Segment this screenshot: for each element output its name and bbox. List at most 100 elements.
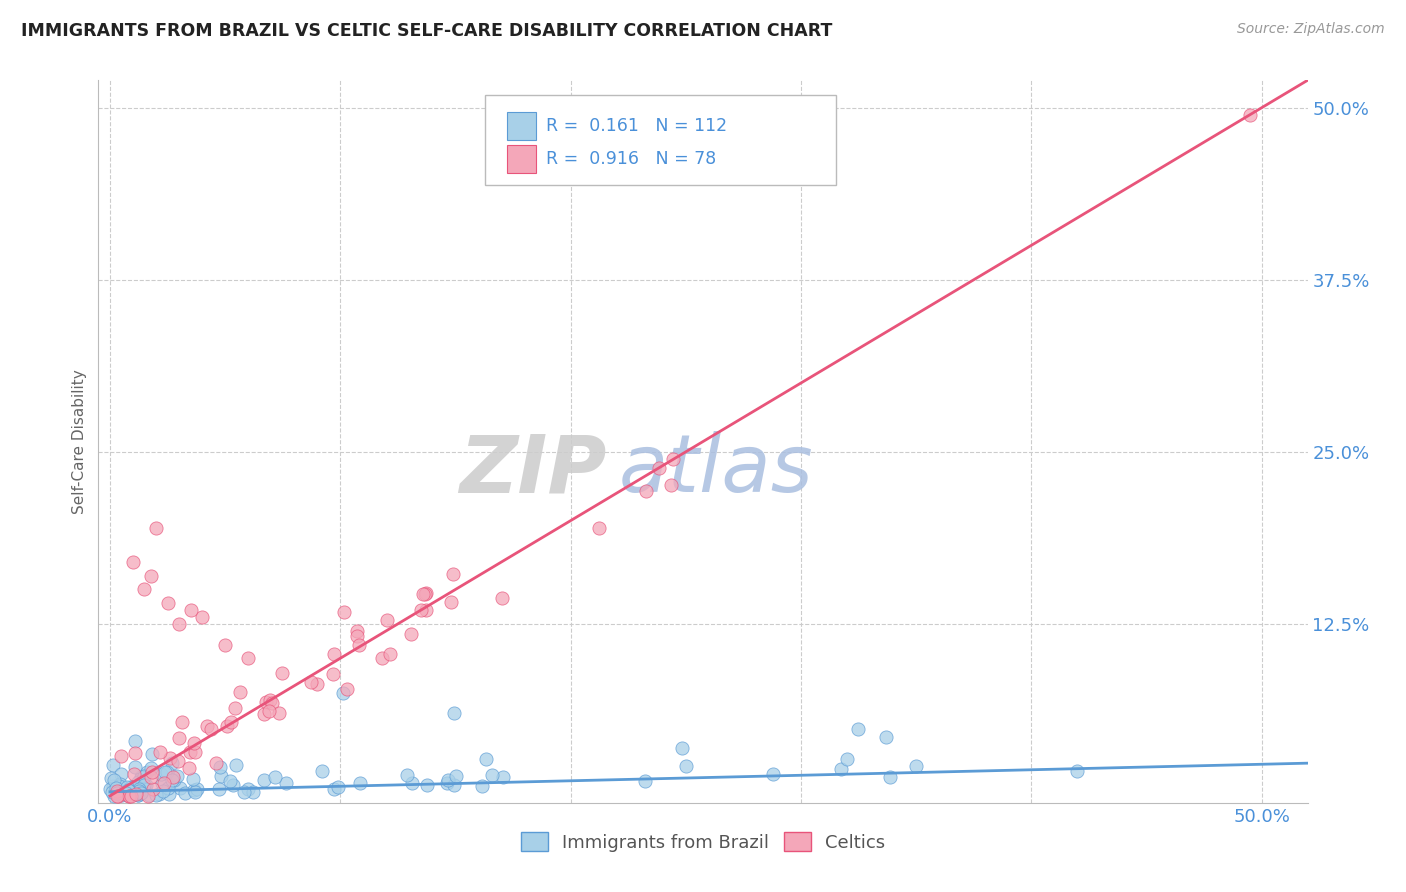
Point bbox=[440, 595, 463, 609]
Point bbox=[647, 461, 669, 475]
Point bbox=[332, 686, 354, 700]
Point bbox=[160, 756, 183, 771]
Point bbox=[131, 769, 153, 783]
Point bbox=[127, 775, 149, 789]
Point bbox=[762, 767, 785, 781]
Point bbox=[346, 629, 368, 643]
Point bbox=[259, 704, 281, 718]
Point bbox=[905, 758, 928, 772]
Point bbox=[370, 651, 392, 665]
Point bbox=[232, 785, 254, 799]
Point bbox=[149, 746, 172, 760]
Point bbox=[128, 786, 150, 800]
Point bbox=[131, 785, 153, 799]
Point bbox=[156, 765, 179, 780]
Point bbox=[111, 787, 134, 801]
Text: R =  0.161   N = 112: R = 0.161 N = 112 bbox=[546, 117, 727, 135]
Point bbox=[307, 677, 329, 691]
Point bbox=[135, 764, 157, 779]
Point bbox=[125, 781, 148, 796]
Point bbox=[100, 772, 122, 786]
Point bbox=[138, 788, 160, 802]
Point bbox=[128, 782, 150, 797]
Point bbox=[103, 789, 125, 803]
Point bbox=[470, 780, 492, 794]
Point bbox=[218, 773, 240, 788]
Point bbox=[633, 774, 655, 789]
Point bbox=[128, 784, 150, 798]
Point bbox=[399, 626, 422, 640]
Point bbox=[162, 770, 184, 784]
Point bbox=[159, 751, 181, 765]
Point bbox=[114, 787, 136, 801]
Point bbox=[145, 788, 167, 802]
Point bbox=[875, 731, 897, 745]
Point bbox=[436, 776, 458, 790]
Point bbox=[444, 769, 467, 783]
Point bbox=[209, 770, 232, 784]
Text: atlas: atlas bbox=[619, 432, 813, 509]
Point bbox=[437, 773, 460, 788]
Text: R =  0.916   N = 78: R = 0.916 N = 78 bbox=[546, 150, 716, 168]
Point bbox=[149, 767, 172, 781]
Text: Source: ZipAtlas.com: Source: ZipAtlas.com bbox=[1237, 22, 1385, 37]
Point bbox=[333, 605, 356, 619]
Point bbox=[224, 701, 246, 715]
Point bbox=[253, 707, 276, 722]
Point bbox=[270, 666, 292, 681]
Point bbox=[253, 772, 276, 787]
Point bbox=[118, 789, 141, 803]
Point bbox=[105, 786, 128, 800]
Point bbox=[136, 789, 159, 803]
Point bbox=[157, 787, 180, 801]
Point bbox=[153, 764, 176, 779]
Point bbox=[115, 787, 138, 801]
Point bbox=[141, 747, 163, 762]
Point bbox=[474, 752, 496, 766]
Point bbox=[1239, 108, 1261, 122]
Point bbox=[167, 616, 190, 631]
Point bbox=[118, 783, 141, 797]
Point bbox=[108, 779, 131, 793]
Point bbox=[274, 776, 297, 790]
Point bbox=[671, 741, 693, 756]
Point bbox=[139, 770, 162, 784]
Point bbox=[195, 719, 218, 733]
Point bbox=[134, 778, 156, 792]
Point bbox=[111, 789, 134, 803]
Point bbox=[413, 587, 436, 601]
Point bbox=[135, 778, 157, 792]
Point bbox=[105, 789, 128, 803]
Point bbox=[120, 780, 142, 794]
Point bbox=[183, 783, 205, 797]
Point bbox=[142, 781, 165, 796]
Point bbox=[157, 781, 180, 796]
Point bbox=[134, 582, 156, 597]
Point bbox=[441, 567, 464, 582]
Point bbox=[124, 787, 146, 801]
Point bbox=[659, 478, 682, 492]
Text: IMMIGRANTS FROM BRAZIL VS CELTIC SELF-CARE DISABILITY CORRELATION CHART: IMMIGRANTS FROM BRAZIL VS CELTIC SELF-CA… bbox=[21, 22, 832, 40]
Point bbox=[217, 719, 239, 733]
Point bbox=[105, 784, 128, 798]
Point bbox=[124, 746, 146, 760]
Point bbox=[219, 714, 242, 729]
Point bbox=[191, 610, 214, 624]
Point bbox=[347, 638, 370, 652]
Point bbox=[322, 667, 344, 681]
Point bbox=[214, 638, 236, 652]
Point bbox=[323, 647, 346, 661]
Point bbox=[170, 715, 193, 730]
Point bbox=[311, 764, 333, 779]
Point bbox=[118, 787, 141, 801]
Point bbox=[118, 789, 141, 803]
Point bbox=[114, 783, 136, 797]
Point bbox=[156, 596, 179, 610]
Point bbox=[120, 788, 142, 802]
Point bbox=[110, 749, 132, 764]
Point bbox=[336, 681, 359, 696]
Point bbox=[322, 782, 344, 797]
Point bbox=[124, 785, 146, 799]
Point bbox=[186, 781, 208, 796]
Point bbox=[222, 778, 245, 792]
